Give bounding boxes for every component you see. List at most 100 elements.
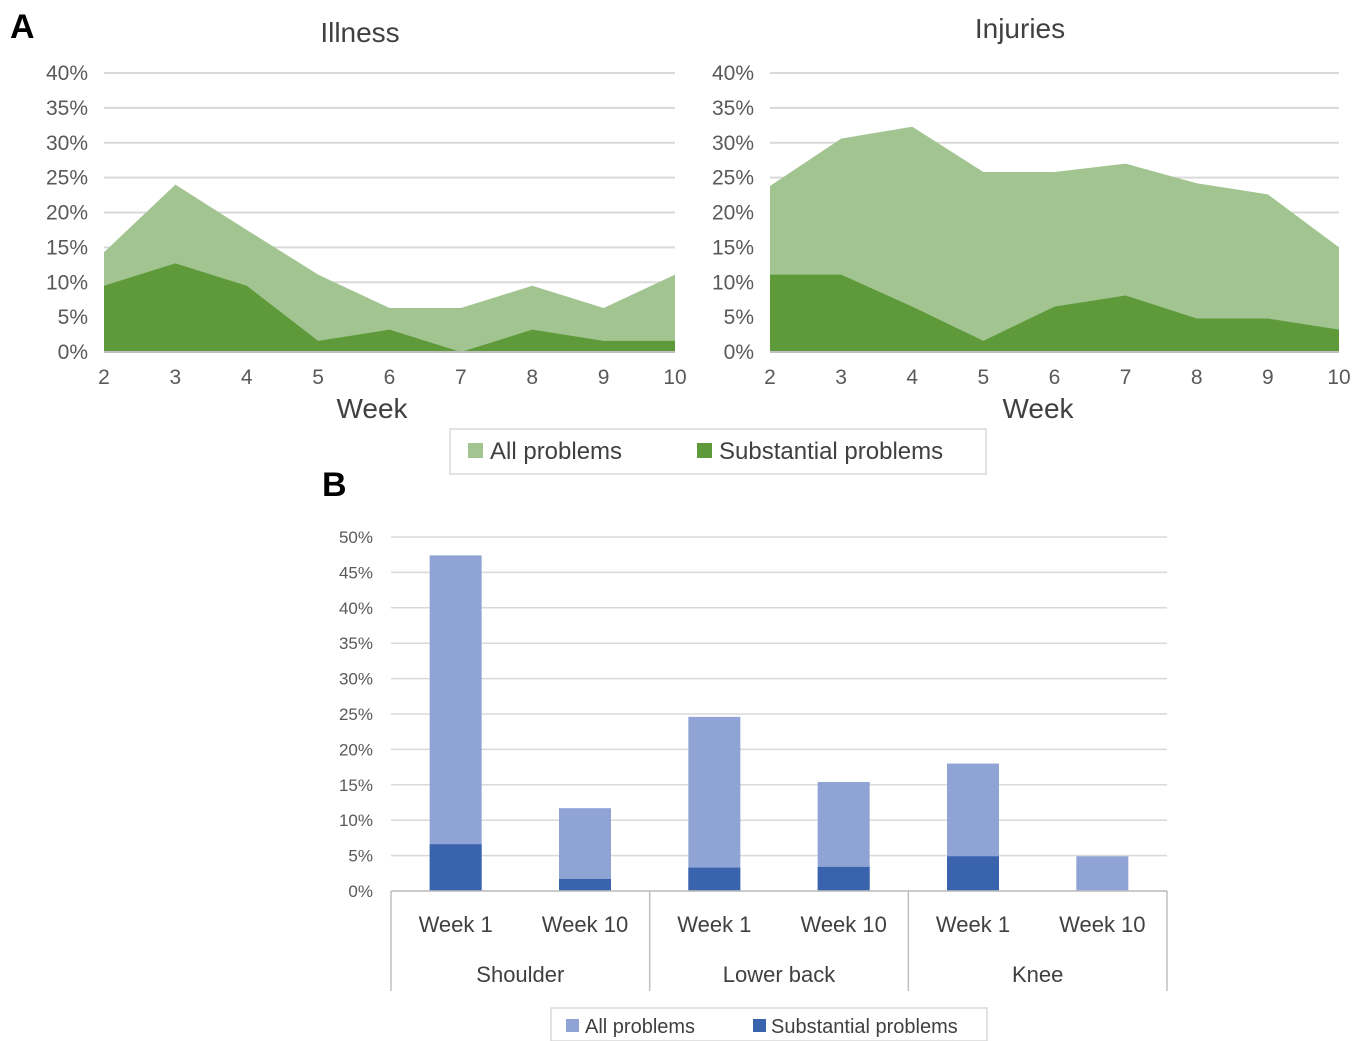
x-tick-label: 9: [1262, 366, 1274, 389]
injuries-area-chart: Injuries 0% 5% 10% 15% 20% 25% 30% 35% 40% 2 3 4 5 6…: [712, 13, 1351, 424]
y-tick-label: 25%: [46, 167, 88, 190]
x-tick-label: 2: [98, 366, 110, 389]
substantial-problems-bar: [559, 878, 611, 891]
substantial-problems-bar: [817, 866, 870, 891]
legend-a-all-label: All problems: [490, 438, 622, 465]
x-category-label: Week 1: [677, 912, 751, 937]
y-tick-label: 20%: [339, 740, 373, 759]
x-tick-label: 3: [835, 366, 847, 389]
all-problems-bar: [559, 808, 611, 891]
legend-b-box: [550, 1007, 988, 1041]
x-category-label: Week 10: [1059, 912, 1145, 937]
legend-a-all-swatch: [468, 443, 483, 458]
x-tick-label: 4: [906, 366, 918, 389]
x-tick-label: 5: [312, 366, 324, 389]
y-tick-label: 5%: [348, 847, 373, 866]
substantial-problems-bar: [688, 867, 741, 891]
y-tick-label: 30%: [339, 670, 373, 689]
x-tick-label: 5: [978, 366, 990, 389]
x-category-label: Week 10: [542, 912, 628, 937]
x-tick-label: 10: [663, 366, 686, 389]
body-region-bar-chart: 0%5%10%15%20%25%30%35%40%45%50% Week 1 We…: [339, 528, 1168, 991]
x-tick-label: 6: [1049, 366, 1061, 389]
x-group-label: Lower back: [723, 962, 837, 987]
illness-x-axis: 2 3 4 5 6 7 8 9 10: [98, 366, 687, 389]
y-tick-label: 50%: [339, 528, 373, 547]
x-group-label: Shoulder: [476, 962, 564, 987]
y-tick-label: 10%: [712, 271, 754, 294]
y-tick-label: 10%: [339, 811, 373, 830]
y-tick-label: 0%: [348, 882, 373, 901]
legend-b-substantial-swatch: [753, 1019, 766, 1032]
illness-chart-title: Illness: [320, 17, 399, 48]
x-tick-label: 4: [241, 366, 253, 389]
illness-areas: [104, 184, 675, 353]
x-category-label: Week 1: [936, 912, 1010, 937]
legend-a-substantial-swatch: [697, 443, 712, 458]
injuries-areas: [770, 126, 1339, 353]
y-tick-label: 5%: [58, 306, 88, 329]
legend-a-substantial-label: Substantial problems: [719, 438, 943, 465]
injuries-y-axis: 0% 5% 10% 15% 20% 25% 30% 35% 40%: [712, 62, 754, 364]
legend-b-all-swatch: [566, 1019, 579, 1032]
substantial-problems-bar: [947, 856, 999, 891]
x-tick-label: 9: [598, 366, 610, 389]
illness-area-chart: Illness 0% 5% 10% 15% 20% 25% 30% 35% 40% 2 3 4 5 6 7…: [46, 17, 687, 424]
substantial-problems-area: [770, 274, 1339, 352]
all-problems-bar: [688, 716, 741, 891]
y-tick-label: 35%: [339, 634, 373, 653]
x-category-label: Week 1: [419, 912, 493, 937]
all-problems-bar: [429, 555, 482, 891]
bar-gridlines: [391, 536, 1167, 892]
y-tick-label: 35%: [46, 97, 88, 120]
x-group-label: Knee: [1012, 962, 1063, 987]
illness-x-axis-label: Week: [336, 393, 408, 424]
y-tick-label: 40%: [712, 62, 754, 85]
y-tick-label: 40%: [46, 62, 88, 85]
y-tick-label: 15%: [712, 236, 754, 259]
y-tick-label: 25%: [712, 167, 754, 190]
substantial-problems-area: [104, 263, 675, 352]
x-tick-label: 6: [384, 366, 396, 389]
illness-y-axis: 0% 5% 10% 15% 20% 25% 30% 35% 40%: [46, 62, 88, 364]
y-tick-label: 30%: [712, 132, 754, 155]
x-tick-label: 8: [1191, 366, 1203, 389]
legend-a-box: [449, 428, 987, 475]
legend-b-substantial-label: Substantial problems: [771, 1016, 958, 1038]
injuries-x-axis-label: Week: [1002, 393, 1074, 424]
all-problems-bar: [1076, 856, 1129, 891]
x-category-label: Week 10: [800, 912, 886, 937]
x-tick-label: 2: [764, 366, 776, 389]
y-tick-label: 40%: [339, 599, 373, 618]
bar-x-axis: Week 1 Week 10 Week 1 Week 10 Week 1 Week 10 S…: [390, 890, 1168, 991]
substantial-problems-bar: [429, 844, 482, 891]
y-tick-label: 45%: [339, 563, 373, 582]
x-tick-label: 8: [526, 366, 538, 389]
y-tick-label: 0%: [58, 341, 88, 364]
y-tick-label: 0%: [724, 341, 754, 364]
x-tick-label: 7: [455, 366, 467, 389]
legend-panel-a: All problems Substantial problems: [449, 428, 987, 475]
bar-y-axis: 0% 5% 10% 15% 20% 25% 30% 35% 40% 45% 50%: [339, 528, 373, 901]
injuries-chart-title: Injuries: [975, 13, 1065, 44]
legend-panel-b: All problems Substantial problems: [550, 1007, 988, 1041]
injuries-x-axis: 2 3 4 5 6 7 8 9 10: [764, 366, 1351, 389]
y-tick-label: 20%: [46, 202, 88, 225]
y-tick-label: 15%: [339, 776, 373, 795]
y-tick-label: 20%: [712, 202, 754, 225]
legend-b-all-label: All problems: [585, 1016, 695, 1038]
y-tick-label: 5%: [724, 306, 754, 329]
y-tick-label: 35%: [712, 97, 754, 120]
y-tick-label: 10%: [46, 271, 88, 294]
bar-marks: [429, 555, 1129, 891]
y-tick-label: 25%: [339, 705, 373, 724]
y-tick-label: 15%: [46, 236, 88, 259]
x-tick-label: 7: [1120, 366, 1132, 389]
y-tick-label: 30%: [46, 132, 88, 155]
all-problems-area: [770, 126, 1339, 353]
panel-b-letter: B: [322, 466, 347, 504]
x-tick-label: 10: [1327, 366, 1350, 389]
panel-a-letter: A: [10, 8, 35, 46]
x-tick-label: 3: [170, 366, 182, 389]
